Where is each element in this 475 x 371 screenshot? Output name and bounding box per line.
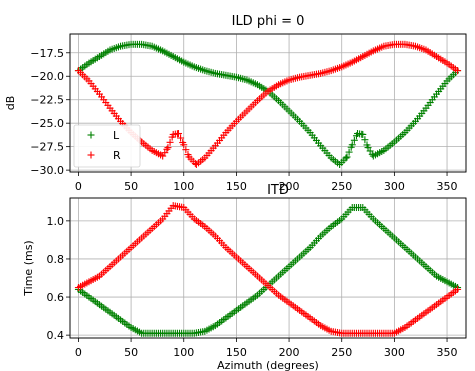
data-point <box>345 148 353 156</box>
itd-series-0 <box>74 204 462 337</box>
legend-r-label: R <box>113 149 121 162</box>
data-point <box>350 136 358 144</box>
y-tick-label: 0.6 <box>47 291 65 304</box>
ild-axes-frame <box>69 33 467 173</box>
data-point <box>454 67 462 75</box>
ild-title: ILD phi = 0 <box>232 14 305 29</box>
x-tick-label: 250 <box>331 346 352 359</box>
data-point <box>361 136 369 144</box>
y-tick-label: −27.5 <box>30 141 64 154</box>
legend-frame <box>73 124 141 168</box>
data-point <box>454 285 462 293</box>
data-point <box>359 130 367 138</box>
ild-legend: L R <box>73 124 141 168</box>
itd-title: ITD <box>267 183 289 198</box>
x-tick-label: 0 <box>75 180 82 193</box>
data-point <box>182 146 190 154</box>
itd-axes <box>69 197 467 339</box>
x-tick-label: 300 <box>384 346 405 359</box>
legend-l-marker <box>87 131 95 139</box>
x-tick-label: 350 <box>437 180 458 193</box>
itd-subplot: 0 50 100 150 200 250 300 350 0.4 0.6 0.8 1.0 ITD Ti… <box>22 183 467 371</box>
y-tick-label: 1.0 <box>47 215 65 228</box>
x-tick-label: 350 <box>437 346 458 359</box>
legend-r-marker <box>87 151 95 159</box>
data-point <box>177 134 185 142</box>
x-tick-label: 250 <box>331 180 352 193</box>
y-tick-label: 0.8 <box>47 253 65 266</box>
ild-series-L <box>74 40 462 168</box>
data-point <box>191 159 199 167</box>
legend-l-label: L <box>113 129 120 142</box>
y-tick-label: −30.0 <box>30 164 64 177</box>
y-tick-label: −17.5 <box>30 47 64 60</box>
legend-l-cross <box>87 131 95 139</box>
data-point <box>342 154 350 162</box>
data-point <box>164 144 172 152</box>
y-tick-label: −22.5 <box>30 94 64 107</box>
itd-ticks: 0 50 100 150 200 250 300 350 0.4 0.6 0.8 1.0 <box>47 215 458 359</box>
ild-ylabel: dB <box>4 96 17 111</box>
x-tick-label: 150 <box>226 346 247 359</box>
itd-points <box>74 202 462 337</box>
legend-r-cross <box>87 151 95 159</box>
x-tick-label: 50 <box>124 346 138 359</box>
data-point <box>343 153 351 161</box>
data-point <box>166 138 174 146</box>
x-tick-label: 300 <box>384 180 405 193</box>
data-point <box>163 145 171 153</box>
ild-subplot: 0 50 100 150 200 250 300 350 −30.0 −27.5 −25.0 −22.… <box>4 14 467 193</box>
ild-points <box>74 40 462 168</box>
itd-xlabel: Azimuth (degrees) <box>217 359 319 371</box>
data-point <box>368 150 376 158</box>
itd-ylabel: Time (ms) <box>22 240 35 296</box>
y-tick-label: −20.0 <box>30 70 64 83</box>
x-tick-label: 100 <box>173 180 194 193</box>
data-point <box>174 130 182 138</box>
itd-series-1 <box>74 202 462 337</box>
data-point <box>180 141 188 149</box>
y-tick-label: 0.4 <box>47 329 65 342</box>
itd-axes-frame <box>69 197 467 339</box>
x-tick-label: 200 <box>279 346 300 359</box>
ild-series-R <box>74 40 462 168</box>
ild-ticks: 0 50 100 150 200 250 300 350 −30.0 −27.5 −25.0 −22.… <box>30 47 457 193</box>
x-tick-label: 200 <box>279 180 300 193</box>
data-point <box>348 141 356 149</box>
x-tick-label: 0 <box>75 346 82 359</box>
y-tick-label: −25.0 <box>30 117 64 130</box>
x-tick-label: 150 <box>226 180 247 193</box>
x-tick-label: 100 <box>173 346 194 359</box>
x-tick-label: 50 <box>124 180 138 193</box>
